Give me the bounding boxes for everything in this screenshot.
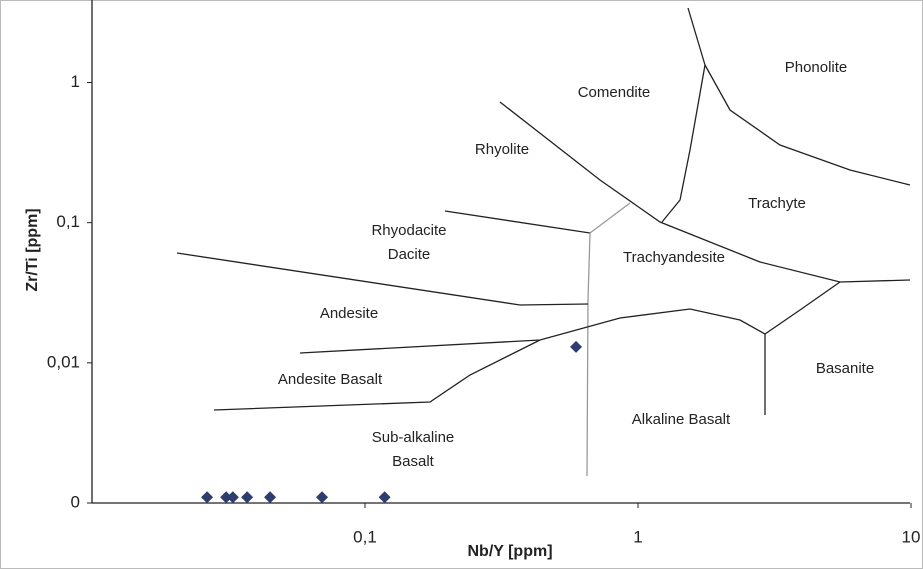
- data-point: [570, 340, 583, 353]
- y-tick-label: 0,1: [56, 212, 80, 231]
- data-point: [316, 491, 329, 504]
- boundary: [589, 202, 631, 234]
- data-point: [201, 491, 214, 504]
- field-label: Andesite Basalt: [278, 371, 383, 388]
- boundary: [299, 281, 841, 354]
- boundary: [176, 252, 589, 306]
- field-label: Andesite: [320, 305, 378, 322]
- data-point: [226, 491, 239, 504]
- data-point: [264, 491, 277, 504]
- y-tick-label: 1: [71, 72, 80, 91]
- data-point: [241, 491, 254, 504]
- field-label: Dacite: [388, 246, 431, 263]
- x-tick-label: 10: [902, 527, 921, 546]
- field-label: Basanite: [816, 360, 874, 377]
- field-boundaries: [176, 7, 911, 477]
- field-label: Rhyolite: [475, 141, 529, 158]
- boundary: [704, 64, 911, 186]
- field-label: Basalt: [392, 453, 435, 470]
- field-label: Comendite: [578, 84, 651, 101]
- field-label: Trachyte: [748, 195, 806, 212]
- x-tick-label: 1: [633, 527, 642, 546]
- y-axis-title: Zr/Ti [ppm]: [24, 208, 41, 291]
- field-label: Alkaline Basalt: [632, 411, 731, 428]
- boundary: [444, 210, 591, 234]
- boundary: [213, 339, 541, 411]
- x-axis-title: Nb/Y [ppm]: [467, 543, 552, 560]
- data-point: [378, 491, 391, 504]
- x-tick-label: 0,1: [353, 527, 377, 546]
- y-tick-label: 0,01: [47, 352, 80, 371]
- boundary: [661, 7, 706, 223]
- data-point: [220, 491, 233, 504]
- field-label: Sub-alkaline: [372, 429, 455, 446]
- y-tick-label: 0: [71, 492, 80, 511]
- field-label: Phonolite: [785, 59, 848, 76]
- boundary: [586, 232, 591, 477]
- field-label: Trachyandesite: [623, 249, 725, 266]
- field-label: Rhyodacite: [371, 222, 446, 239]
- boundary: [499, 101, 911, 283]
